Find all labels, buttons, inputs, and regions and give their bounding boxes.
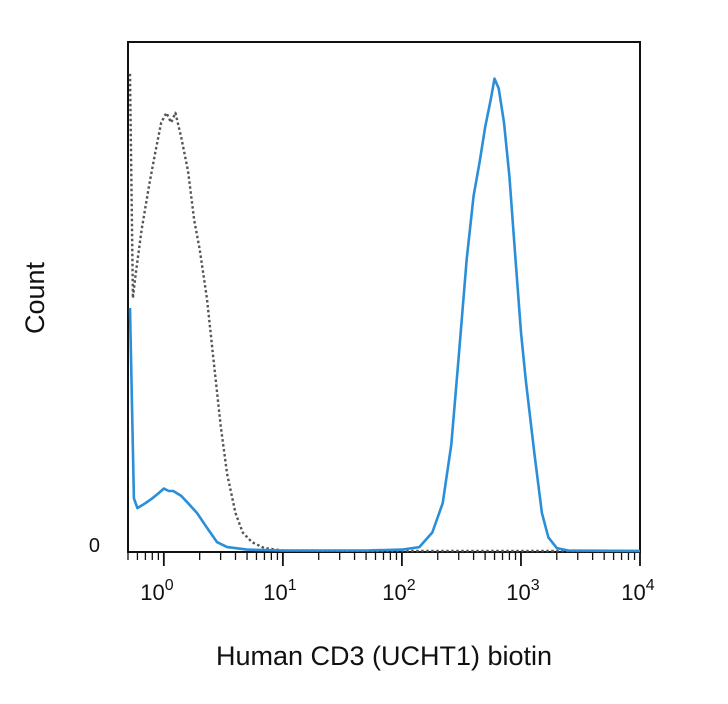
dotted-histogram-line — [128, 73, 640, 553]
x-tick-label-4: 104 — [621, 577, 654, 605]
x-tick-label-1: 101 — [263, 577, 296, 605]
solid-histogram-line — [128, 77, 641, 553]
x-major-ticks — [162, 552, 641, 566]
x-tick-label-0: 100 — [140, 577, 173, 605]
x-tick-label-3: 103 — [506, 577, 539, 605]
x-tick-label-2: 102 — [382, 577, 415, 605]
x-axis-title: Human CD3 (UCHT1) biotin — [216, 641, 552, 671]
y-axis-title: Count — [20, 261, 50, 334]
x-minor-ticks — [127, 552, 636, 560]
y-tick-label-0: 0 — [89, 535, 100, 557]
plot-frame — [127, 41, 641, 553]
series-layer — [128, 73, 641, 553]
